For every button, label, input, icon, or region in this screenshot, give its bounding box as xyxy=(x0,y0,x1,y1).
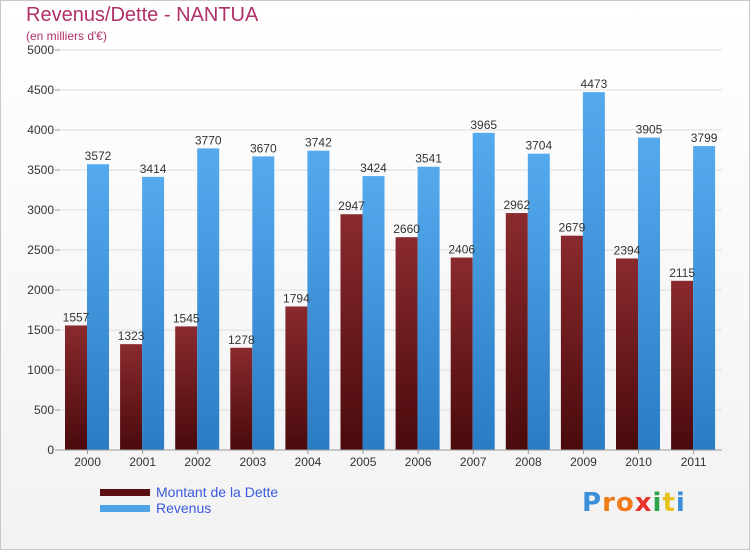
value-label-dette: 2962 xyxy=(503,198,530,212)
logo-letter: i xyxy=(652,488,663,518)
value-label-dette: 1557 xyxy=(63,310,90,324)
x-tick-label: 2011 xyxy=(681,455,707,469)
y-tick-label: 2000 xyxy=(27,283,54,297)
bar-dette xyxy=(230,347,253,450)
value-label-revenus: 3742 xyxy=(305,136,332,150)
legend-item-revenus: Revenus xyxy=(100,500,278,516)
value-label-revenus: 4473 xyxy=(581,77,608,91)
x-tick-label: 2010 xyxy=(625,455,652,469)
value-label-dette: 1794 xyxy=(283,291,310,305)
bar-dette xyxy=(616,258,638,450)
value-label-revenus: 3704 xyxy=(525,139,552,153)
logo-letter: i xyxy=(675,488,686,518)
bar-dette xyxy=(120,344,143,450)
bar-revenus xyxy=(197,148,220,450)
value-label-dette: 2115 xyxy=(669,266,695,280)
value-label-dette: 2947 xyxy=(338,199,365,213)
bars xyxy=(65,92,716,451)
logo-letter: x xyxy=(634,488,653,518)
bar-dette xyxy=(505,213,528,450)
x-tick-label: 2005 xyxy=(350,455,377,469)
legend-label-dette: Montant de la Dette xyxy=(156,484,279,500)
x-axis-ticks: 2000 2001 2002 2003 2004 2005 2006 2007 2008 2009… xyxy=(74,450,707,469)
value-labels: 1557 3572 1323 3414 1545 3770 1278 3670 1794 3742… xyxy=(63,77,718,347)
value-label-revenus: 3670 xyxy=(250,141,277,155)
value-label-dette: 1278 xyxy=(228,333,255,347)
bar-revenus xyxy=(87,164,109,451)
value-label-revenus: 3414 xyxy=(140,162,167,176)
y-tick-label: 4500 xyxy=(27,83,54,97)
legend-label-revenus: Revenus xyxy=(156,500,212,516)
y-axis-ticks: 0 500 1000 1500 2000 2500 3000 3500 4000 4500 5000 xyxy=(27,43,60,457)
value-label-revenus: 3572 xyxy=(85,149,112,163)
legend-swatch-dette xyxy=(100,488,150,496)
value-label-revenus: 3424 xyxy=(360,161,387,175)
logo-letter: t xyxy=(662,488,676,518)
chart-title: Revenus/Dette - NANTUA xyxy=(26,4,259,26)
x-tick-label: 2001 xyxy=(129,455,156,469)
y-tick-label: 4000 xyxy=(27,123,54,137)
value-label-revenus: 3965 xyxy=(470,118,497,132)
bar-dette xyxy=(671,280,694,450)
bar-dette xyxy=(175,326,198,450)
legend: Montant de la Dette Revenus xyxy=(100,484,278,516)
value-label-dette: 1323 xyxy=(118,329,145,343)
x-tick-label: 2003 xyxy=(239,455,266,469)
y-tick-label: 2500 xyxy=(27,243,54,257)
bar-dette xyxy=(395,237,418,450)
value-label-dette: 2406 xyxy=(448,243,475,257)
y-tick-label: 1500 xyxy=(27,323,54,337)
x-tick-label: 2000 xyxy=(74,455,101,469)
value-label-dette: 2394 xyxy=(614,243,641,257)
x-tick-label: 2007 xyxy=(460,455,487,469)
grid-lines xyxy=(60,49,722,411)
bar-revenus xyxy=(527,153,550,450)
value-label-revenus: 3770 xyxy=(195,133,222,147)
value-label-dette: 2660 xyxy=(393,222,420,236)
x-tick-label: 2004 xyxy=(295,455,322,469)
bar-revenus xyxy=(307,150,330,450)
x-tick-label: 2009 xyxy=(570,455,597,469)
bar-dette xyxy=(340,214,363,450)
legend-swatch-revenus xyxy=(100,504,150,512)
y-tick-label: 5000 xyxy=(27,43,54,57)
bar-dette xyxy=(65,325,87,450)
bar-revenus xyxy=(362,176,385,450)
y-tick-label: 3000 xyxy=(27,203,54,217)
x-tick-label: 2008 xyxy=(515,455,542,469)
bar-revenus xyxy=(638,137,660,450)
bar-dette xyxy=(560,235,583,450)
y-tick-label: 500 xyxy=(34,403,54,417)
bar-revenus xyxy=(142,176,165,450)
value-label-revenus: 3905 xyxy=(636,123,663,137)
legend-item-dette: Montant de la Dette xyxy=(100,484,278,500)
y-tick-label: 3500 xyxy=(27,163,54,177)
x-tick-label: 2002 xyxy=(184,455,211,469)
bar-dette xyxy=(450,257,473,450)
chart-subtitle: (en milliers d'€) xyxy=(26,29,107,43)
logo-letter: r xyxy=(602,488,616,518)
x-tick-label: 2006 xyxy=(405,455,432,469)
logo-letter: P xyxy=(582,488,603,518)
proxiti-logo: Proxiti xyxy=(582,488,686,518)
logo-letter: o xyxy=(615,488,635,518)
value-label-dette: 1545 xyxy=(173,311,200,325)
y-tick-label: 0 xyxy=(47,443,54,457)
value-label-revenus: 3799 xyxy=(691,131,718,145)
bar-revenus xyxy=(472,132,495,451)
bar-revenus xyxy=(582,92,605,450)
bar-revenus xyxy=(252,156,275,450)
bar-dette xyxy=(285,306,308,450)
bar-revenus xyxy=(693,146,716,450)
value-label-dette: 2679 xyxy=(559,221,586,235)
y-tick-label: 1000 xyxy=(27,363,54,377)
bar-revenus xyxy=(417,166,440,450)
value-label-revenus: 3541 xyxy=(415,152,442,166)
